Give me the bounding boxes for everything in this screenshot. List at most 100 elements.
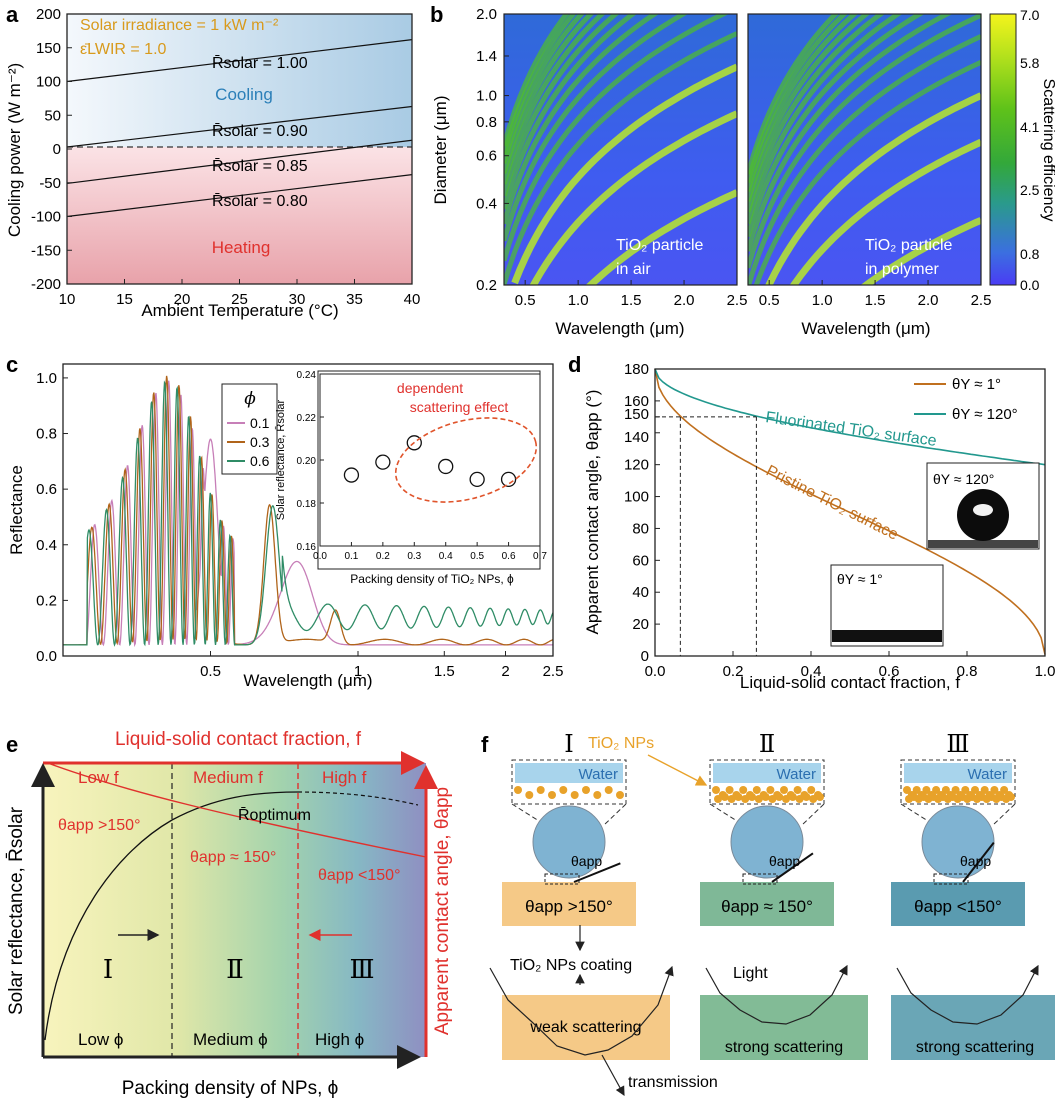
zoom-guide-r-1 — [800, 803, 825, 827]
np-2-6 — [932, 786, 941, 794]
legend-box — [221, 383, 278, 475]
fringe-1 — [860, 217, 981, 285]
np2-1-5 — [748, 793, 756, 801]
np-1-0 — [712, 786, 720, 794]
contact-box-0 — [544, 873, 580, 885]
theta-low-f: θapp >150° — [58, 817, 140, 834]
region-i: Ⅰ — [103, 955, 113, 985]
xtick-label-1-2: 1.5 — [865, 292, 886, 309]
panel-f-label: f — [481, 732, 489, 757]
panel-a-label: a — [6, 2, 19, 27]
ytick-label-0: 0.2 — [476, 277, 497, 294]
fringe-10 — [504, 14, 606, 185]
np-2-12 — [961, 786, 970, 794]
water-layer-1 — [713, 763, 821, 783]
bottom-axis-title: Packing density of NPs, ϕ — [122, 1078, 339, 1099]
xtick-label-1-3: 2.0 — [918, 292, 939, 309]
panel-a-series: R̄solar = 1.00 R̄solar = 0.90 R̄solar = 0.… — [66, 39, 413, 218]
transmission-arrow — [601, 1054, 625, 1097]
xtick-label-0: 10 — [59, 291, 76, 308]
inset-ytick-label-4: 0.24 — [297, 370, 317, 381]
inset-xlabel: Packing density of TiO₂ NPs, ϕ — [350, 572, 514, 586]
state-label-0: θapp >150° — [525, 897, 613, 916]
substrate-0 — [502, 882, 636, 926]
xtick-label-1-0: 0.5 — [759, 292, 780, 309]
ytick-label-0: 0 — [641, 648, 649, 665]
ytick-label-3: 0.6 — [36, 481, 57, 498]
np2-1-1 — [720, 793, 729, 801]
inset-ytick-label-1: 0.18 — [297, 499, 317, 510]
substrate-2 — [891, 882, 1025, 926]
ytick-label-2: 40 — [632, 584, 649, 601]
legend-label-1: 0.3 — [250, 434, 270, 450]
xtick-label-0-1: 1.0 — [568, 292, 589, 309]
fringe-14 — [748, 14, 840, 175]
map-polymer-frame — [747, 13, 982, 286]
fringe-5 — [748, 34, 981, 285]
xtick-label-1: 1 — [354, 663, 362, 680]
irradiance-note: Solar irradiance = 1 kW m⁻² — [80, 17, 279, 34]
fringe-3 — [765, 92, 981, 285]
np-0-4 — [559, 786, 568, 794]
np-0-0 — [514, 786, 522, 794]
high-phi: High ϕ — [315, 1030, 364, 1049]
light-label: Light — [733, 965, 768, 982]
r-optimum: R̄optimum — [238, 807, 311, 824]
series-label-1: R̄solar = 0.90 — [212, 123, 308, 140]
np2-1-7 — [761, 793, 770, 801]
panel-c-frame — [62, 363, 554, 657]
inset-1-label: θY ≈ 1° — [837, 571, 883, 587]
ytick-label-10: 180 — [624, 361, 649, 378]
fringe-12 — [748, 14, 859, 193]
map-air-label-2: in air — [616, 261, 651, 278]
panel-d-ticks: 0.0 0.2 0.4 0.6 0.8 1.00204060801001201401501… — [624, 361, 1055, 680]
ytick-label-6: 2.0 — [476, 6, 497, 23]
water-label-0: Water — [579, 766, 618, 783]
ytick-label-5: 1.0 — [36, 370, 57, 387]
cbar-tick-1: 5.8 — [1020, 55, 1040, 71]
np-0-7 — [593, 791, 602, 799]
fringe-2 — [789, 138, 981, 285]
ytick-label-7: 140 — [624, 429, 649, 446]
xtick-label-1: 15 — [116, 291, 133, 308]
region-ii: Ⅱ — [226, 955, 244, 985]
series-label-0: R̄solar = 1.00 — [212, 55, 308, 72]
inset-1-film — [832, 630, 942, 642]
panel-b: b 0.20.40.60.81.01.42.00.5 1.0 1.5 2.0 2.5 0.… — [430, 2, 1055, 338]
np-0-8 — [604, 786, 613, 794]
contact-box-2 — [933, 873, 969, 885]
xtick-label-4: 2.5 — [543, 663, 564, 680]
legend-label-0: θY ≈ 1° — [952, 376, 1001, 393]
inset-points: 0.0 0.1 0.2 0.3 0.4 0.5 0.6 0.7 0.16 0.18 0.20 0.22… — [297, 370, 548, 562]
tangent-1 — [771, 852, 814, 883]
series-line-3 — [66, 174, 413, 218]
xtick-label-1-4: 2.5 — [971, 292, 992, 309]
xtick-label-5: 1.0 — [1035, 663, 1055, 680]
theta-medium-f: θapp ≈ 150° — [190, 849, 276, 866]
xtick-label-2: 1.5 — [434, 663, 455, 680]
fringe-9 — [504, 14, 620, 197]
fringe-7 — [748, 14, 953, 252]
reflectance-curve-tail — [297, 791, 419, 806]
map-air-frame — [503, 13, 738, 286]
xtick-label-1: 0.2 — [723, 663, 744, 680]
panel-c-xlabel: Wavelength (μm) — [243, 671, 372, 690]
light-path-2 — [896, 964, 1039, 1025]
np-2-20 — [1000, 786, 1009, 794]
inset-xtick-label-0: 0.0 — [313, 551, 327, 562]
ytick-label-3: -50 — [39, 175, 61, 192]
panel-e-label: e — [6, 732, 18, 757]
coating-label: TiO₂ NPs coating — [510, 957, 632, 974]
water-layer-2 — [904, 763, 1012, 783]
xtick-label-3: 2 — [501, 663, 509, 680]
ytick-label-2: 0.4 — [36, 537, 57, 554]
series-line-0 — [66, 39, 413, 83]
np2-2-21 — [1007, 793, 1015, 801]
state-label-2: θapp <150° — [914, 897, 1002, 916]
cbar-tick-2: 4.1 — [1020, 119, 1040, 135]
nps-label: TiO₂ NPs — [588, 735, 654, 752]
water-label-1: Water — [777, 766, 816, 783]
inset-120-substrate — [928, 540, 1038, 548]
fringe-3 — [511, 63, 737, 285]
